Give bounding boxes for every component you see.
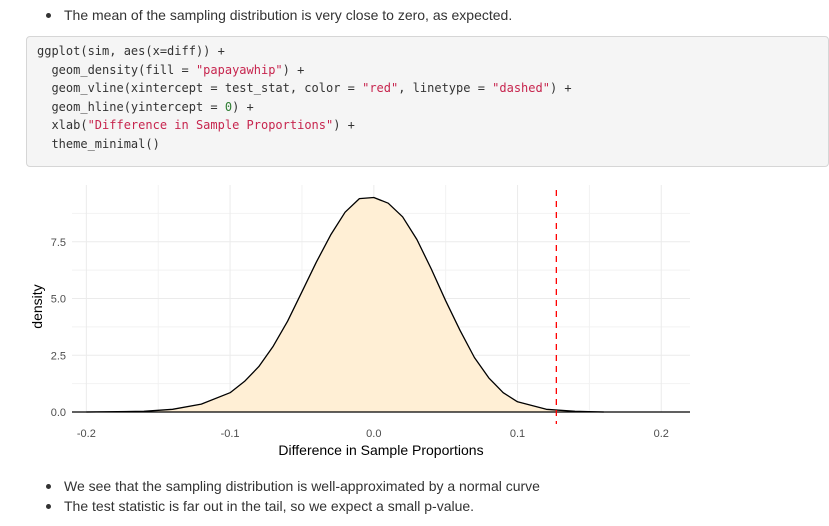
x-tick-label: 0.2 <box>654 428 669 440</box>
code-line: theme_minimal() <box>37 136 160 152</box>
code-token: "Difference in Sample Proportions" <box>87 118 334 132</box>
bullet-text: We see that the sampling distribution is… <box>64 478 540 494</box>
density-fill <box>86 197 604 412</box>
code-token: ) + <box>232 99 254 114</box>
code-token: geom_vline(xintercept = test_stat, color… <box>37 81 363 95</box>
y-tick-label: 0.0 <box>51 407 66 419</box>
bullet-dot <box>46 13 51 18</box>
code-line: ggplot(sim, aes(x=diff)) + <box>37 43 225 59</box>
code-token: 0 <box>224 99 233 114</box>
x-tick-label: -0.2 <box>77 428 96 440</box>
x-axis-title: Difference in Sample Proportions <box>278 442 483 458</box>
code-line: geom_density(fill = "papayawhip") + <box>37 62 304 78</box>
y-tick-label: 2.5 <box>51 350 66 362</box>
code-token: ) + <box>549 81 572 95</box>
code-token: ) + <box>282 62 305 77</box>
code-line: geom_hline(yintercept = 0) + <box>37 99 254 115</box>
y-tick-label: 7.5 <box>51 237 66 249</box>
code-token: xlab( <box>37 118 88 132</box>
code-token: "dashed" <box>492 81 550 95</box>
bullet-dot <box>46 484 51 489</box>
x-tick-label: 0.1 <box>510 428 525 440</box>
y-tick-label: 5.0 <box>51 294 66 306</box>
code-token: "red" <box>362 81 399 95</box>
code-token: ggplot(sim, aes(x=diff)) + <box>37 44 225 58</box>
code-block[interactable]: ggplot(sim, aes(x=diff)) + geom_density(… <box>26 36 829 167</box>
x-tick-label: -0.1 <box>221 428 240 440</box>
density-plot: -0.2 -0.1 0.0 0.1 0.2 0.0 2.5 5.0 7.5 Difference … <box>29 185 690 458</box>
code-token: geom_hline(yintercept = <box>37 99 225 114</box>
code-token: theme_minimal() <box>37 136 160 151</box>
density-curve <box>86 196 604 413</box>
code-token: ) + <box>333 118 355 132</box>
bullet-text: The test statistic is far out in the tai… <box>64 498 475 514</box>
code-line: xlab("Difference in Sample Proportions")… <box>37 117 355 133</box>
code-line: geom_vline(xintercept = test_stat, color… <box>37 80 572 96</box>
bullet-text: The mean of the sampling distribution is… <box>64 7 513 23</box>
code-token: , linetype = <box>398 81 493 95</box>
x-tick-label: 0.0 <box>366 428 381 440</box>
code-token: geom_density(fill = <box>37 62 196 77</box>
bullet-dot <box>46 504 51 509</box>
code-token: "papayawhip" <box>195 62 283 77</box>
y-axis-title: density <box>29 284 45 328</box>
